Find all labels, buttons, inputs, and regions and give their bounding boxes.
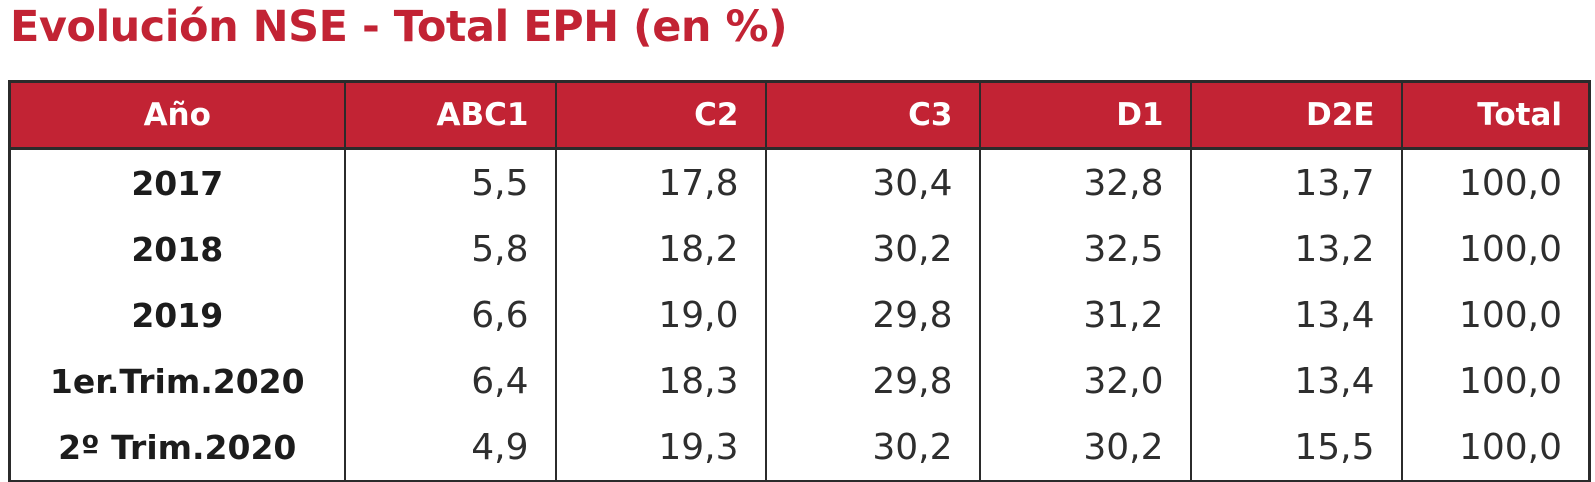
value-cell: 29,8 [764, 348, 980, 415]
column-header-ano: Año [9, 81, 345, 151]
year-cell: 2017 [131, 163, 224, 203]
value-cell: 30,4 [764, 148, 980, 217]
column-header-d1: D1 [978, 81, 1191, 151]
value-cell: 15,5 [1189, 414, 1402, 482]
value-cell: 32,0 [978, 348, 1191, 415]
value-cell: 32,8 [978, 148, 1191, 217]
value-cell: 32,5 [978, 216, 1191, 283]
table-row: 2º Trim.2020 4,9 19,3 30,2 30,2 15,5 100… [10, 414, 1590, 482]
value-cell: 100,0 [1400, 216, 1590, 283]
value-cell: 100,0 [1400, 414, 1590, 482]
table-row: 2018 5,8 18,2 30,2 32,5 13,2 100,0 [10, 216, 1590, 283]
column-header-c3: C3 [764, 81, 980, 151]
column-header-total: Total [1400, 81, 1590, 151]
value-cell: 18,2 [554, 216, 766, 283]
column-header-abc1: ABC1 [343, 81, 556, 151]
value-cell: 30,2 [978, 414, 1191, 482]
column-header-c2: C2 [554, 81, 766, 151]
nse-evolution-table: Año ABC1 C2 C3 D1 D2E Total 2017 5,5 17,… [8, 80, 1591, 482]
column-header-d2e: D2E [1189, 81, 1402, 151]
table-row: 1er.Trim.2020 6,4 18,3 29,8 32,0 13,4 10… [10, 348, 1590, 415]
table-body: 2017 5,5 17,8 30,4 32,8 13,7 100,0 2018 … [10, 148, 1590, 482]
table-row: 2019 6,6 19,0 29,8 31,2 13,4 100,0 [10, 282, 1590, 349]
value-cell: 5,5 [343, 148, 556, 217]
table-row: 2017 5,5 17,8 30,4 32,8 13,7 100,0 [10, 148, 1590, 217]
value-cell: 13,2 [1189, 216, 1402, 283]
value-cell: 18,3 [554, 348, 766, 415]
value-cell: 17,8 [554, 148, 766, 217]
value-cell: 19,0 [554, 282, 766, 349]
value-cell: 4,9 [343, 414, 556, 482]
value-cell: 29,8 [764, 282, 980, 349]
year-cell: 2018 [131, 229, 224, 269]
value-cell: 100,0 [1400, 282, 1590, 349]
value-cell: 6,4 [343, 348, 556, 415]
value-cell: 100,0 [1400, 148, 1590, 217]
year-cell: 1er.Trim.2020 [49, 361, 305, 401]
value-cell: 31,2 [978, 282, 1191, 349]
table-header: Año ABC1 C2 C3 D1 D2E Total [9, 81, 1590, 151]
header-row: Año ABC1 C2 C3 D1 D2E Total [9, 81, 1590, 151]
value-cell: 13,4 [1189, 282, 1402, 349]
value-cell: 100,0 [1400, 348, 1590, 415]
value-cell: 30,2 [764, 216, 980, 283]
value-cell: 13,4 [1189, 348, 1402, 415]
page-title: Evolución NSE - Total EPH (en %) [10, 2, 788, 52]
value-cell: 6,6 [343, 282, 556, 349]
year-cell: 2º Trim.2020 [58, 427, 297, 467]
value-cell: 30,2 [764, 414, 980, 482]
value-cell: 5,8 [343, 216, 556, 283]
value-cell: 19,3 [554, 414, 766, 482]
value-cell: 13,7 [1189, 148, 1402, 217]
year-cell: 2019 [131, 295, 224, 335]
